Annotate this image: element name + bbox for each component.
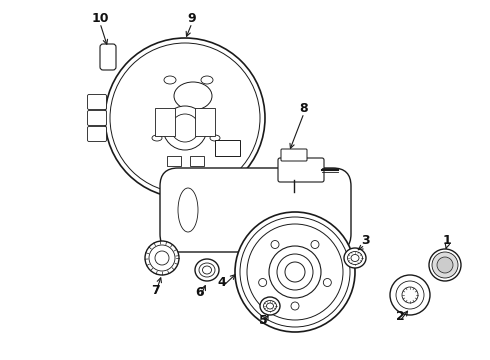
- Text: 6: 6: [196, 285, 204, 298]
- Circle shape: [396, 281, 424, 309]
- Ellipse shape: [344, 248, 366, 268]
- Text: 4: 4: [218, 275, 226, 288]
- Ellipse shape: [178, 188, 198, 232]
- Text: 8: 8: [300, 102, 308, 114]
- FancyBboxPatch shape: [88, 94, 106, 109]
- Text: 2: 2: [395, 310, 404, 323]
- Circle shape: [145, 241, 179, 275]
- Ellipse shape: [264, 301, 276, 311]
- Circle shape: [292, 152, 296, 156]
- Ellipse shape: [195, 259, 219, 281]
- Circle shape: [163, 106, 207, 150]
- Text: 5: 5: [259, 314, 268, 327]
- Text: 9: 9: [188, 12, 196, 24]
- Ellipse shape: [202, 266, 212, 274]
- Circle shape: [271, 240, 279, 248]
- FancyBboxPatch shape: [278, 158, 324, 182]
- Circle shape: [311, 240, 319, 248]
- Circle shape: [290, 190, 298, 198]
- Circle shape: [432, 252, 458, 278]
- Ellipse shape: [260, 297, 280, 315]
- Circle shape: [437, 257, 453, 273]
- FancyBboxPatch shape: [160, 168, 351, 252]
- Text: 1: 1: [442, 234, 451, 247]
- Ellipse shape: [201, 76, 213, 84]
- Circle shape: [259, 279, 267, 287]
- Circle shape: [390, 275, 430, 315]
- Bar: [190, 156, 204, 166]
- Ellipse shape: [199, 263, 215, 277]
- Ellipse shape: [351, 255, 359, 261]
- Circle shape: [149, 245, 175, 271]
- Circle shape: [291, 302, 299, 310]
- Ellipse shape: [152, 135, 162, 141]
- Circle shape: [110, 43, 260, 193]
- Circle shape: [235, 212, 355, 332]
- Bar: [155, 108, 175, 136]
- Circle shape: [429, 249, 461, 281]
- FancyBboxPatch shape: [281, 149, 307, 161]
- FancyBboxPatch shape: [88, 126, 106, 141]
- Circle shape: [269, 246, 321, 298]
- Ellipse shape: [164, 76, 176, 84]
- Ellipse shape: [210, 135, 220, 141]
- Bar: [215, 140, 240, 156]
- Circle shape: [290, 150, 298, 158]
- Text: 10: 10: [91, 12, 109, 24]
- Circle shape: [277, 254, 313, 290]
- Ellipse shape: [105, 51, 111, 63]
- Circle shape: [105, 38, 265, 198]
- Circle shape: [240, 217, 350, 327]
- Circle shape: [402, 287, 418, 303]
- Circle shape: [285, 262, 305, 282]
- FancyBboxPatch shape: [88, 111, 106, 126]
- Circle shape: [323, 279, 331, 287]
- Bar: [167, 156, 181, 166]
- Text: 7: 7: [150, 284, 159, 297]
- Circle shape: [155, 251, 169, 265]
- Ellipse shape: [347, 252, 363, 265]
- FancyBboxPatch shape: [100, 44, 116, 70]
- Ellipse shape: [174, 82, 212, 110]
- Text: 3: 3: [361, 234, 369, 247]
- Circle shape: [171, 114, 199, 142]
- Bar: [195, 108, 215, 136]
- Ellipse shape: [267, 303, 273, 309]
- Circle shape: [247, 224, 343, 320]
